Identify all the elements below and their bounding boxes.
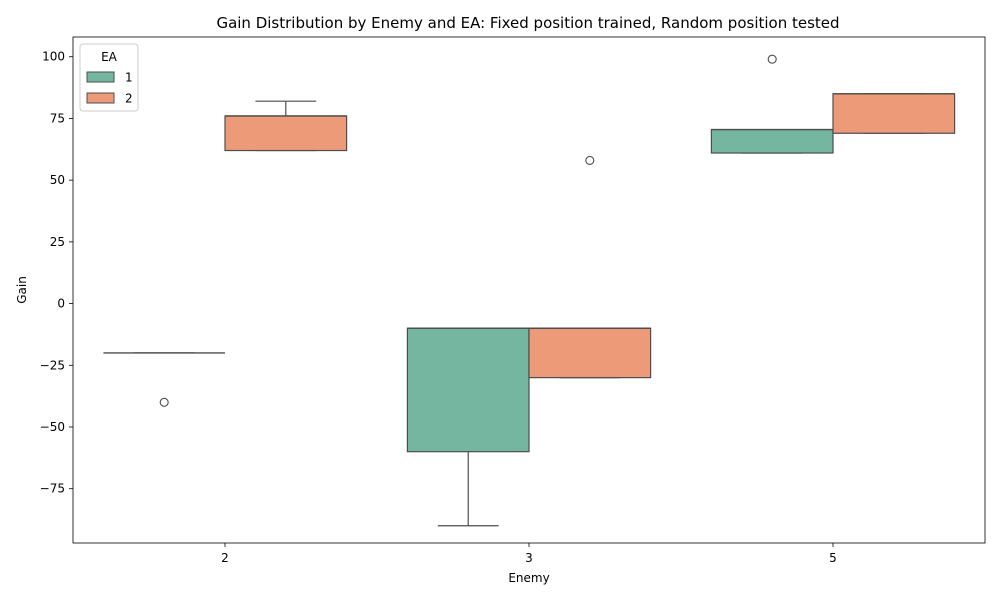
box-ea1-enemy2	[103, 352, 225, 407]
legend-label-ea1: 1	[125, 71, 133, 85]
box-body	[832, 93, 956, 134]
plot-area	[103, 54, 956, 527]
legend-title: EA	[101, 50, 118, 64]
x-axis: 2 3 5	[221, 543, 837, 565]
y-tick-label: 25	[50, 235, 65, 249]
outlier-point	[767, 54, 777, 64]
legend-label-ea2: 2	[125, 92, 133, 106]
y-tick-label: 100	[42, 50, 65, 64]
y-axis: 100 75 50 25 0 −25 −50 −75	[40, 50, 73, 496]
box-ea1-enemy3	[406, 327, 530, 527]
outlier-point	[159, 397, 169, 407]
legend: EA 1 2	[79, 43, 139, 112]
legend-swatch-ea2	[86, 92, 115, 104]
y-tick-label: −50	[40, 420, 65, 434]
legend-swatch-ea1	[86, 71, 115, 83]
y-tick-label: 0	[57, 297, 65, 311]
x-tick-label: 2	[221, 551, 229, 565]
y-tick-label: 50	[50, 173, 65, 187]
box-body	[406, 327, 530, 453]
outlier-point	[585, 155, 595, 165]
box-ea2-enemy5	[832, 93, 956, 134]
chart-title: Gain Distribution by Enemy and EA: Fixed…	[216, 14, 839, 32]
box-ea2-enemy3	[528, 155, 652, 379]
y-axis-label: Gain	[15, 276, 29, 304]
box-ea1-enemy5	[710, 54, 834, 154]
box-body	[224, 115, 348, 152]
box-body	[710, 128, 834, 154]
box-ea2-enemy2	[224, 100, 348, 152]
y-tick-label: 75	[50, 111, 65, 125]
box-body	[528, 327, 652, 379]
x-tick-label: 3	[525, 551, 533, 565]
x-axis-label: Enemy	[508, 571, 549, 585]
y-tick-label: −25	[40, 358, 65, 372]
x-tick-label: 5	[829, 551, 837, 565]
y-tick-label: −75	[40, 482, 65, 496]
